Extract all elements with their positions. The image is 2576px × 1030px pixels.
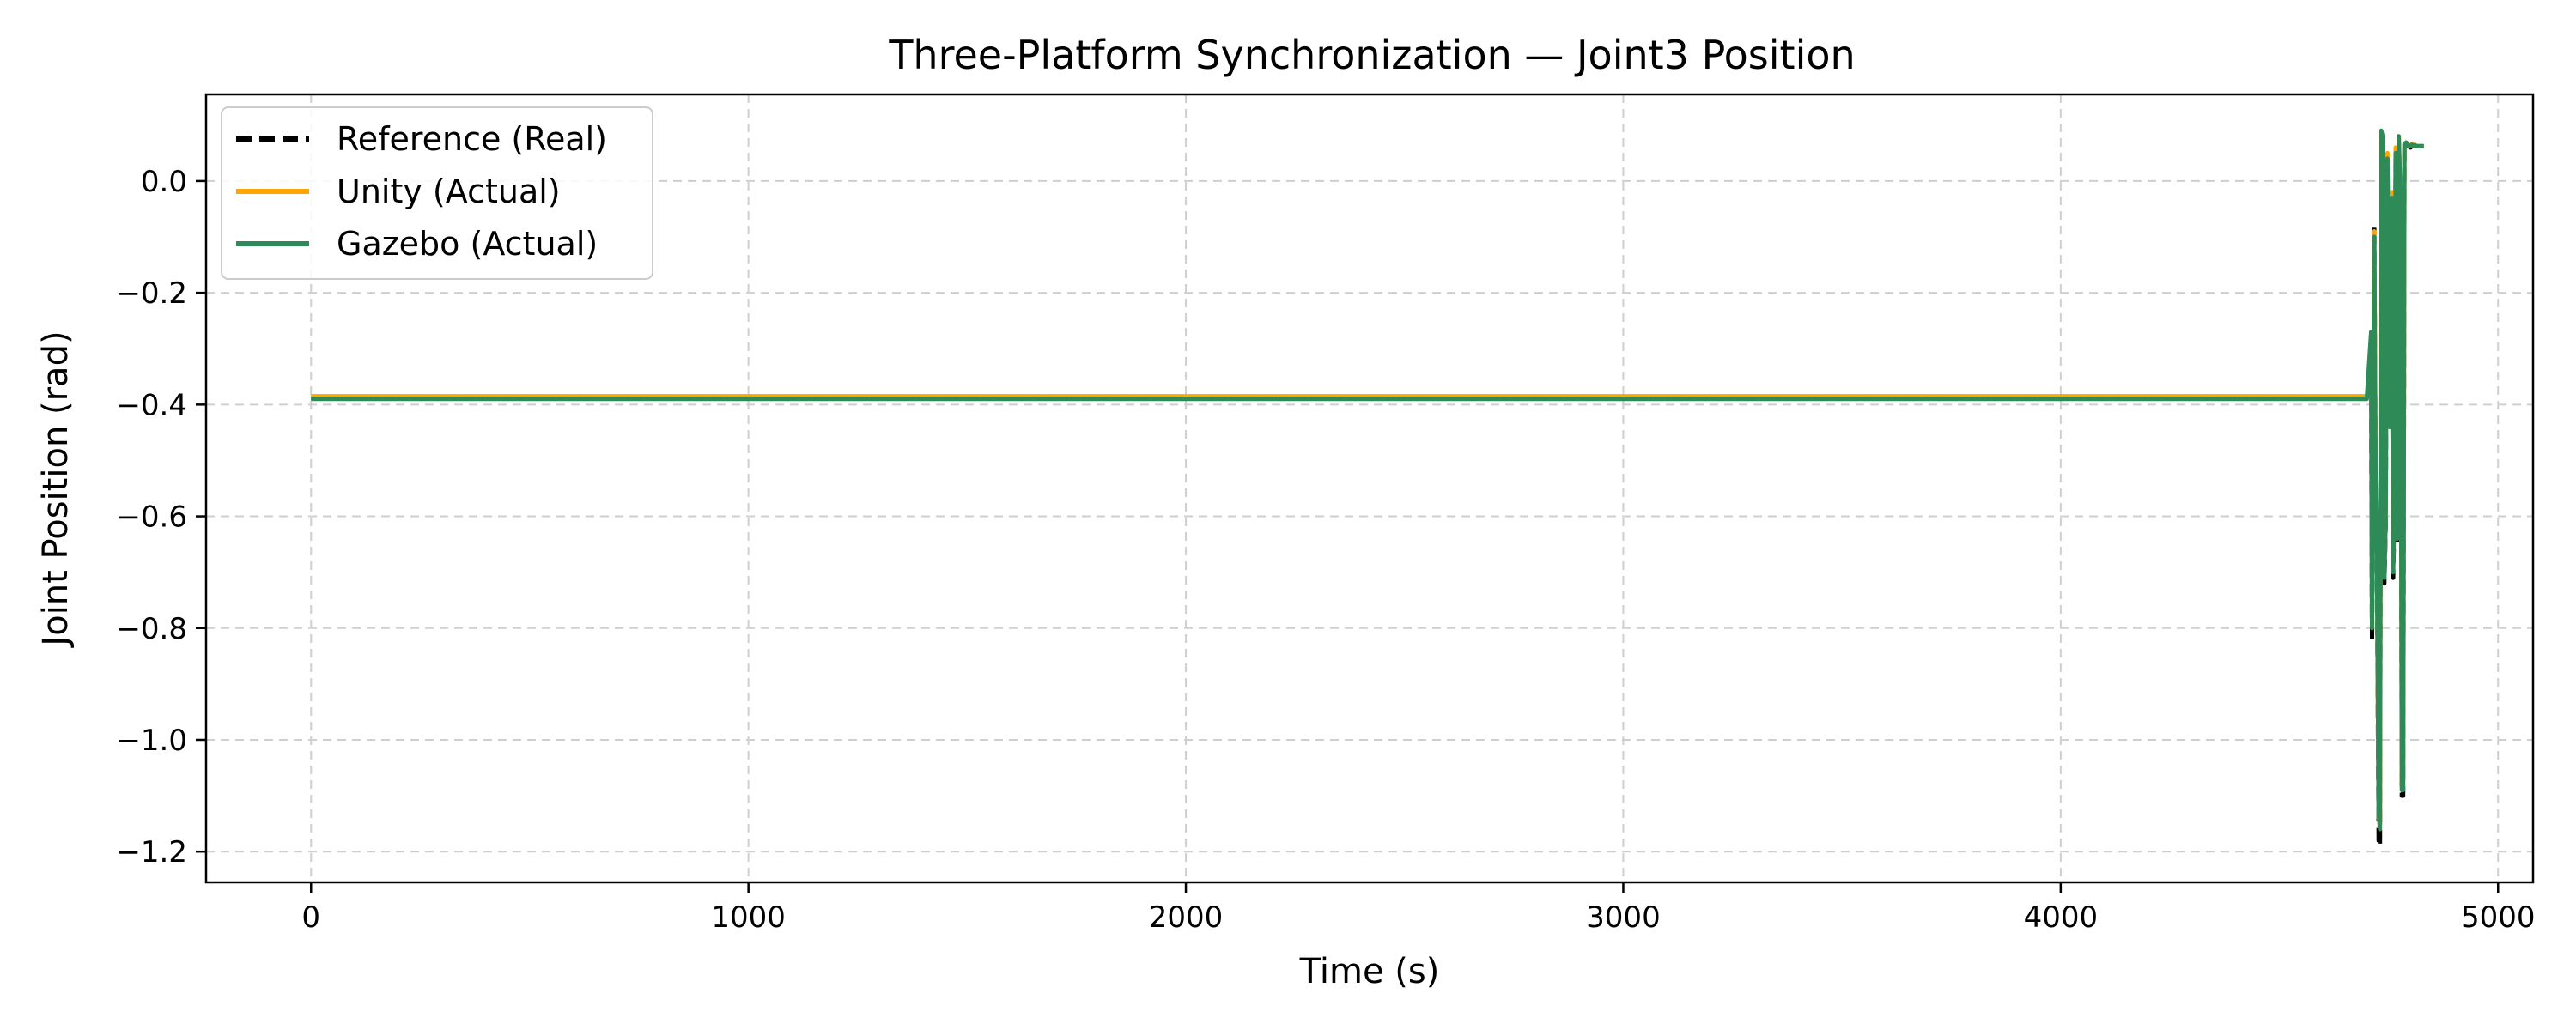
y-tick-label: −0.6 xyxy=(116,500,187,535)
legend-box xyxy=(221,106,653,280)
y-tick-label: 0.0 xyxy=(141,165,187,199)
x-tick-label: 4000 xyxy=(2024,900,2099,935)
x-tick-label: 3000 xyxy=(1586,900,1661,935)
plot-area-frame xyxy=(204,93,2535,884)
y-tick-label: −1.2 xyxy=(116,835,187,869)
chart-title: Three-Platform Synchronization — Joint3 … xyxy=(888,32,1855,78)
legend-label: Unity (Actual) xyxy=(337,173,561,210)
series-group xyxy=(311,128,2424,849)
x-axis: 0 1000 2000 3000 4000 5000 xyxy=(301,882,2536,935)
y-axis-title: Joint Position (rad) xyxy=(36,330,76,648)
y-tick-label: −0.4 xyxy=(116,388,187,422)
x-axis-title: Time (s) xyxy=(1299,952,1440,991)
legend: Reference (Real) Unity (Actual) Gazebo (Ac… xyxy=(221,106,653,280)
x-tick-label: 0 xyxy=(301,900,320,935)
y-tick-label: −1.0 xyxy=(116,724,187,758)
y-tick-label: −0.2 xyxy=(116,276,187,311)
y-axis: 0.0 −0.2 −0.4 −0.6 −0.8 −1.0 −1.2 xyxy=(116,165,206,869)
x-tick-label: 2000 xyxy=(1149,900,1224,935)
legend-label: Reference (Real) xyxy=(337,120,607,158)
x-tick-label: 1000 xyxy=(711,900,786,935)
legend-label: Gazebo (Actual) xyxy=(337,225,598,263)
y-tick-label: −0.8 xyxy=(116,612,187,646)
series-line-gazebo-actual xyxy=(311,128,2424,832)
x-tick-label: 5000 xyxy=(2461,900,2536,935)
